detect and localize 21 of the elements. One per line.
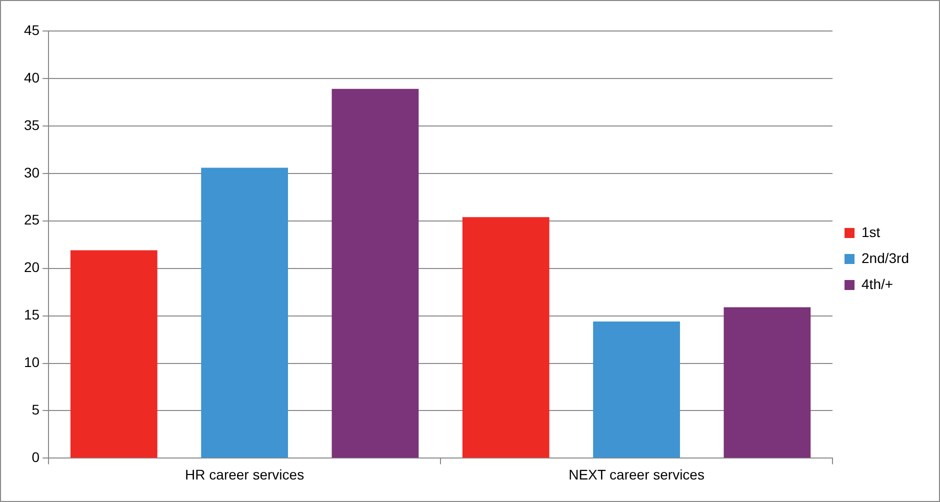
legend-label: 1st [862, 224, 880, 240]
bar [724, 307, 811, 458]
y-tick-label: 15 [24, 306, 40, 323]
bar [462, 217, 550, 458]
y-tick-label: 30 [24, 164, 40, 180]
bar [201, 168, 288, 458]
bar [332, 88, 419, 458]
y-tick-label: 0 [32, 449, 40, 466]
bar [70, 250, 158, 458]
y-tick-label: 20 [24, 259, 40, 276]
bar [593, 321, 680, 458]
y-tick-label: 5 [32, 402, 40, 418]
y-tick-label: 35 [24, 116, 40, 133]
y-tick-label: 25 [24, 212, 40, 228]
legend-label: 4th/+ [862, 276, 894, 292]
legend-label: 2nd/3rd [862, 250, 909, 266]
x-tick-label: HR career services [185, 466, 304, 482]
y-tick-label: 45 [24, 22, 40, 38]
y-tick-label: 40 [24, 69, 40, 86]
y-tick-label: 10 [24, 354, 40, 370]
x-tick-label: NEXT career services [568, 466, 704, 482]
